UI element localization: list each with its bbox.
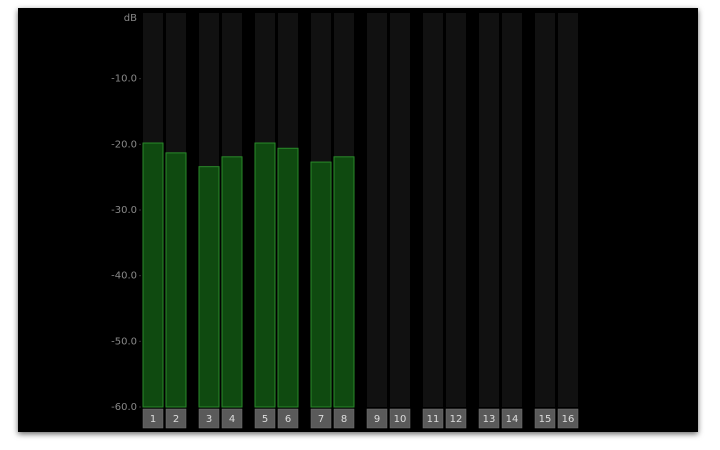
channel-box (198, 408, 220, 429)
bar (310, 161, 332, 408)
channel-label: 6 (285, 414, 291, 425)
channel-box (221, 408, 243, 429)
channel-box (310, 408, 332, 429)
y-tick-label: -40.0 (111, 271, 137, 282)
bar (198, 166, 220, 408)
meter-track (479, 13, 499, 407)
channel-box (333, 408, 355, 429)
channel-box (478, 408, 500, 429)
channel-box (277, 408, 299, 429)
meter-track (535, 13, 555, 407)
bar (277, 147, 299, 408)
channel-label: 8 (341, 414, 347, 425)
channel-box (165, 408, 187, 429)
bar (142, 142, 164, 408)
channel-label: 15 (539, 414, 552, 425)
channel-label: 5 (262, 414, 268, 425)
meter-track (390, 13, 410, 407)
channel-label: 10 (394, 414, 407, 425)
channel-box (422, 408, 444, 429)
y-tick-label: -50.0 (111, 336, 137, 347)
meter-track (367, 13, 387, 407)
channel-label: 7 (318, 414, 324, 425)
meter-track (446, 13, 466, 407)
channel-box (534, 408, 556, 429)
channel-label: 3 (206, 414, 212, 425)
channel-box (557, 408, 579, 429)
channel-label: 1 (150, 414, 156, 425)
y-tick-label: -10.0 (111, 74, 137, 85)
y-axis-label: dB (124, 13, 137, 24)
channel-label: 16 (562, 414, 575, 425)
channel-label: 13 (483, 414, 496, 425)
meter-track (423, 13, 443, 407)
channel-box (366, 408, 388, 429)
panel (18, 8, 698, 432)
bar (221, 156, 243, 408)
channel-label: 14 (506, 414, 519, 425)
channel-box (142, 408, 164, 429)
channel-label: 9 (374, 414, 380, 425)
channel-label: 2 (173, 414, 179, 425)
meter-track (502, 13, 522, 407)
channel-box (501, 408, 523, 429)
channel-box (445, 408, 467, 429)
y-tick-label: -20.0 (111, 139, 137, 150)
y-tick-label: -60.0 (111, 402, 137, 413)
bar (333, 156, 355, 408)
channel-box (254, 408, 276, 429)
bar (165, 152, 187, 408)
channel-box (389, 408, 411, 429)
bar (254, 142, 276, 408)
channel-label: 4 (229, 414, 235, 425)
channel-label: 12 (450, 414, 463, 425)
meter-track (558, 13, 578, 407)
channel-label: 11 (427, 414, 440, 425)
y-tick-label: -30.0 (111, 205, 137, 216)
